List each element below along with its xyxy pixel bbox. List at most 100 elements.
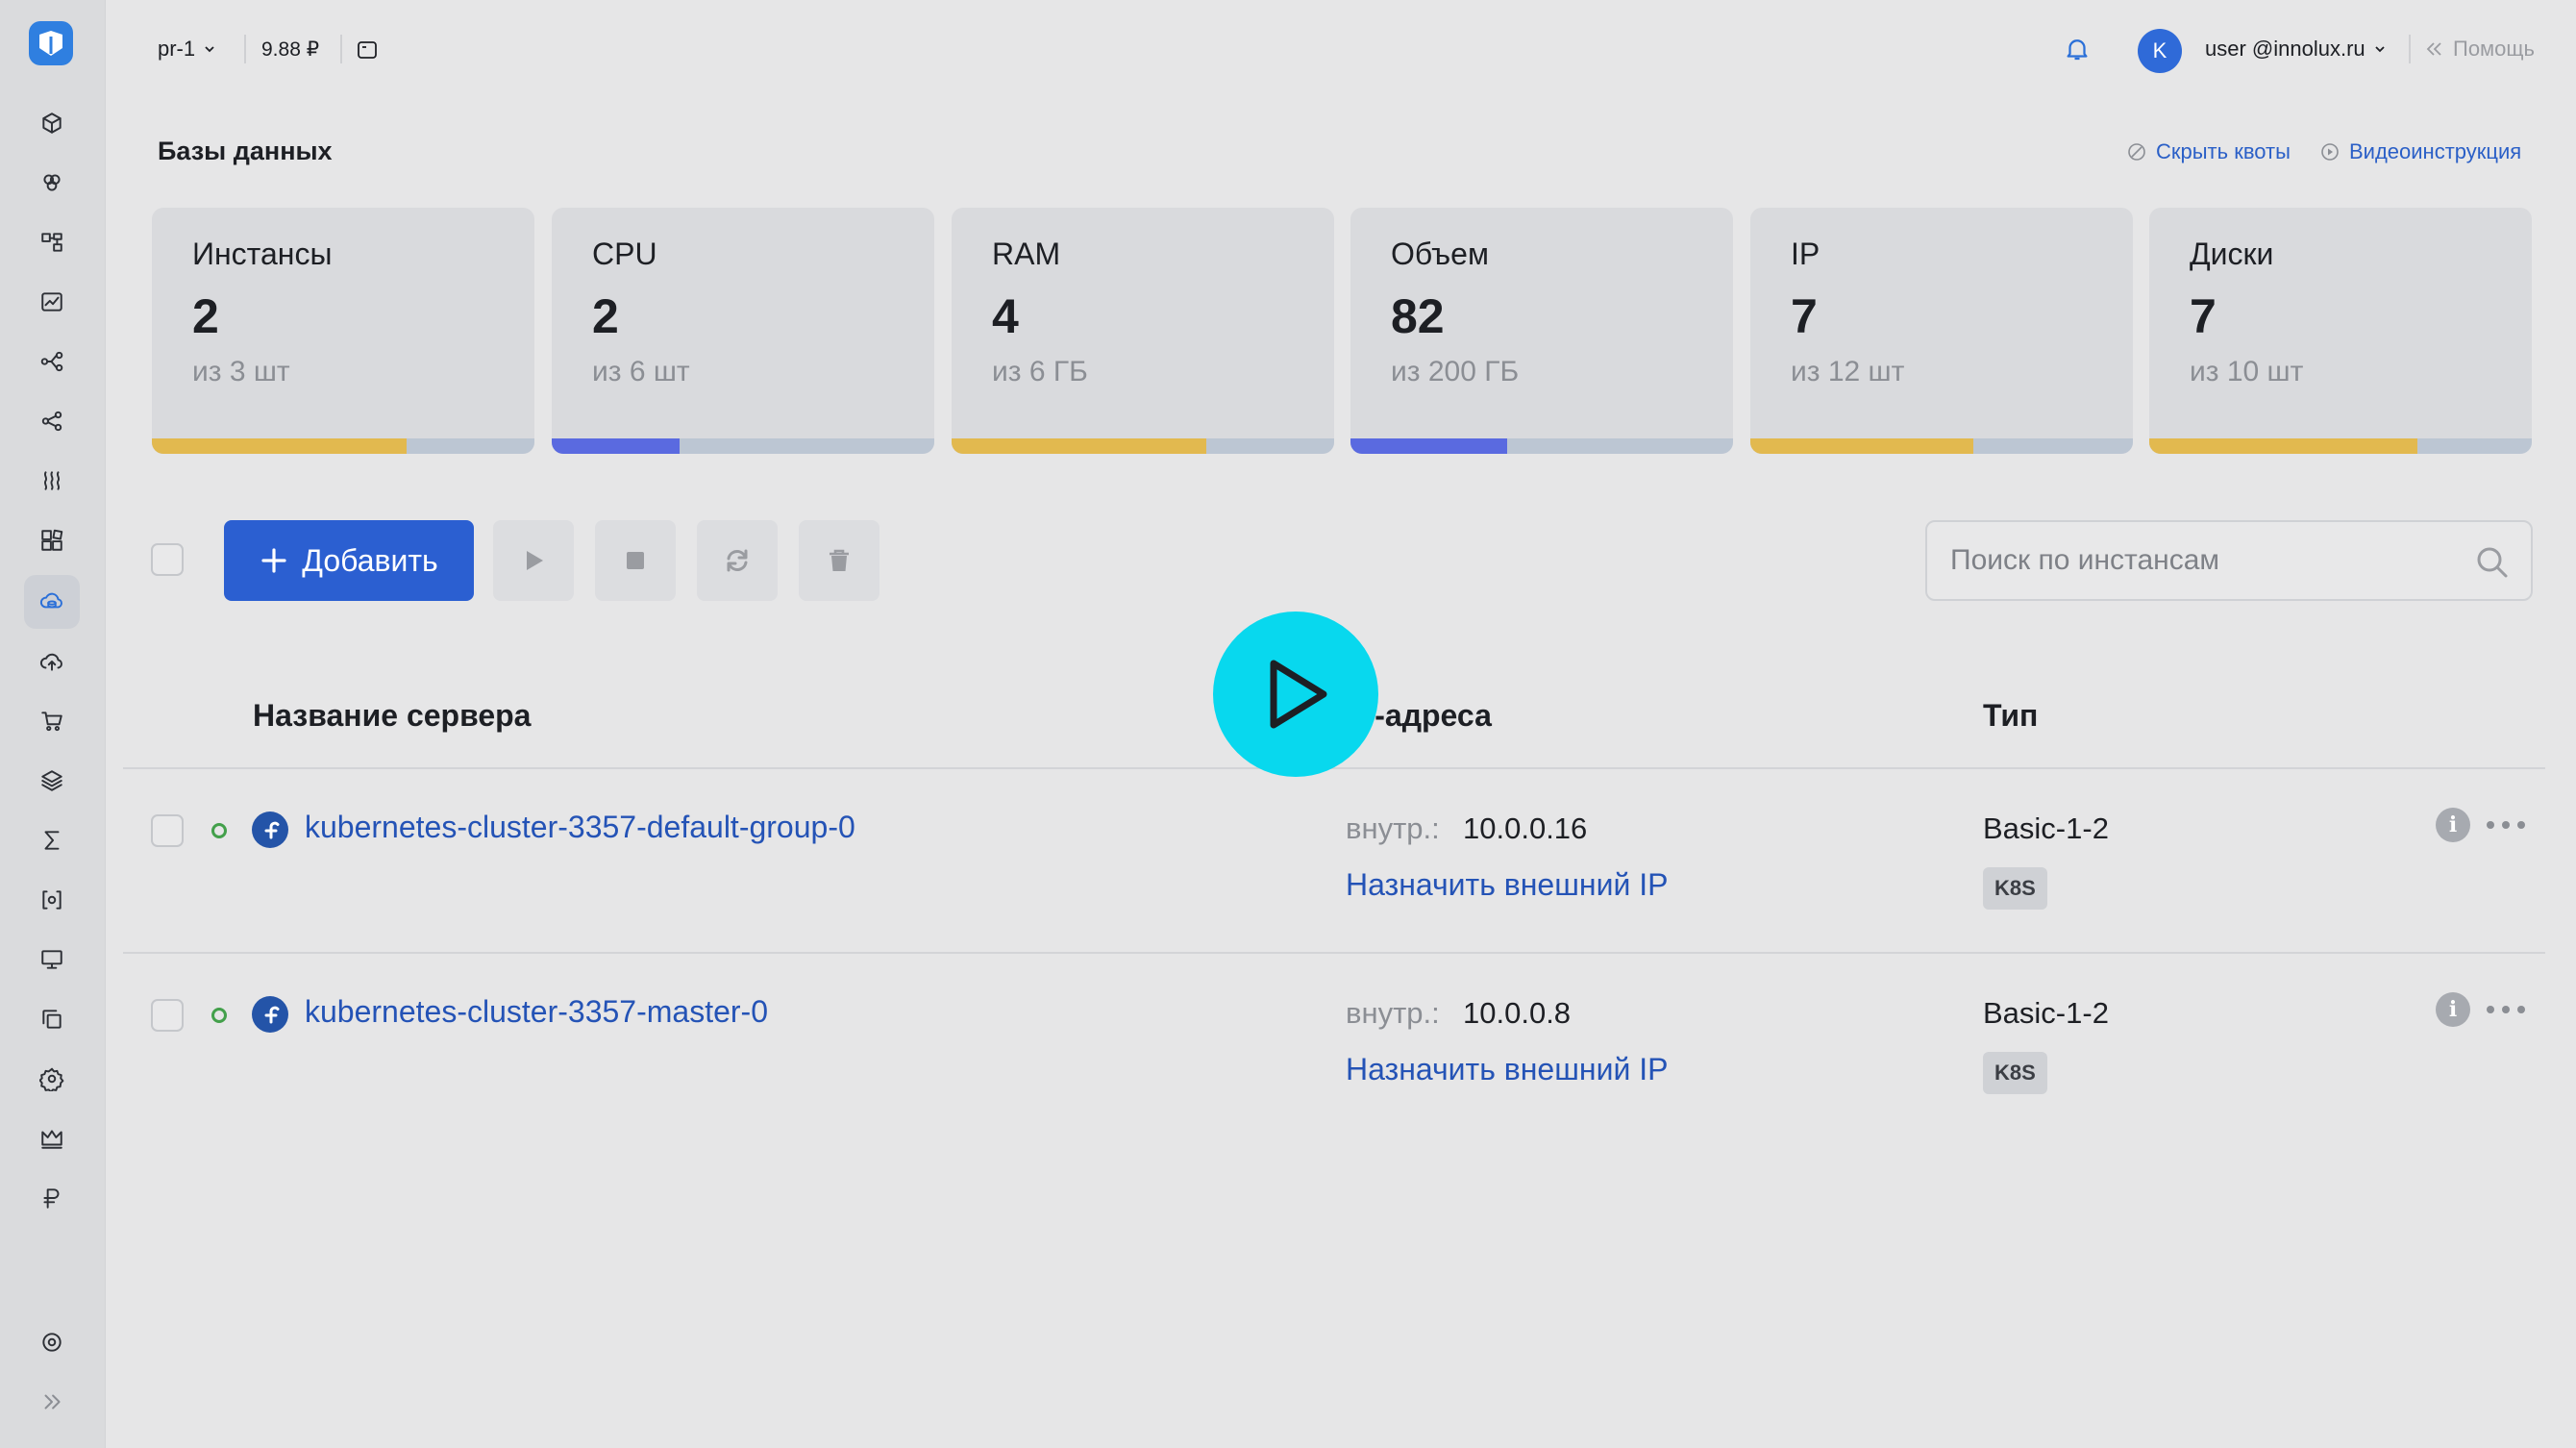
settings-gear-icon[interactable] [24,1052,80,1106]
add-instance-button[interactable]: Добавить [224,520,474,601]
marketplace-cart-icon[interactable] [24,694,80,748]
layers-icon[interactable] [24,754,80,808]
quota-label: RAM [992,237,1061,271]
settings-icon[interactable] [24,1315,80,1369]
monitor-icon[interactable] [24,933,80,986]
help-button[interactable]: Помощь [2424,37,2535,62]
more-options-icon[interactable] [2487,815,2525,835]
quota-limit: из 3 шт [192,356,290,387]
search-icon[interactable] [2475,545,2510,580]
share-flow-icon[interactable] [24,335,80,388]
restart-button[interactable] [697,520,778,601]
column-header-name[interactable]: Название сервера [253,698,532,733]
video-play-button[interactable] [1213,612,1378,777]
hide-quotas-link[interactable]: Скрыть квоты [2127,139,2291,164]
quota-card: Диски 7 из 10 шт [2149,208,2532,454]
monitoring-chart-icon[interactable] [24,275,80,329]
quota-label: CPU [592,237,657,271]
table-header-divider [123,767,2545,769]
expand-sidebar-icon[interactable] [24,1375,80,1429]
cloud-upload-icon[interactable] [24,635,80,688]
project-selector[interactable]: pr-1 [158,37,216,62]
quota-progress-bar [952,438,1334,454]
quota-card: Инстансы 2 из 3 шт [152,208,534,454]
calculator-icon[interactable] [356,38,379,62]
avatar[interactable]: K [2138,29,2182,73]
server-name-link[interactable]: kubernetes-cluster-3357-default-group-0 [305,810,855,844]
refresh-icon [727,549,748,572]
fedora-os-icon [252,996,288,1033]
search-input[interactable] [1950,541,2469,580]
instance-type: Basic-1-2 [1983,811,2109,845]
internal-ip-label: внутр.: [1346,996,1440,1030]
server-name-link[interactable]: kubernetes-cluster-3357-master-0 [305,994,768,1029]
k8s-badge: K8S [1983,867,2047,910]
ruble-icon[interactable] [24,1171,80,1225]
quota-progress-bar [152,438,534,454]
quota-progress-fill [1350,438,1508,454]
video-instruction-label: Видеоинструкция [2349,139,2522,163]
quota-label: Объем [1391,237,1489,271]
quota-progress-fill [552,438,680,454]
app-logo[interactable] [29,21,73,65]
quota-limit: из 12 шт [1791,356,1905,387]
trash-icon [830,549,849,571]
assign-external-ip-link[interactable]: Назначить внешний IP [1346,1052,1669,1086]
copy-stack-icon[interactable] [24,992,80,1046]
internal-ip-label: внутр.: [1346,811,1440,845]
chevron-down-icon [2375,46,2385,53]
crown-icon[interactable] [24,1111,80,1165]
page-title: Базы данных [158,137,333,165]
quota-progress-fill [952,438,1207,454]
row-checkbox[interactable] [151,814,184,847]
start-button[interactable] [493,520,574,601]
user-menu[interactable]: user @innolux.ru [2205,37,2387,62]
quota-progress-fill [152,438,408,454]
row-checkbox[interactable] [151,999,184,1032]
quota-progress-bar [1750,438,2133,454]
play-icon [1270,660,1327,729]
share-icon[interactable] [24,394,80,448]
search-box[interactable] [1925,520,2533,601]
instance-type: Basic-1-2 [1983,996,2109,1030]
column-header-type[interactable]: Тип [1983,698,2039,733]
info-icon[interactable]: i [2436,808,2470,842]
assign-external-ip-link[interactable]: Назначить внешний IP [1346,867,1669,902]
status-running-indicator [211,823,227,838]
k8s-badge: K8S [1983,1052,2047,1094]
database-cloud-icon[interactable] [24,575,80,629]
double-chevron-left-icon [2426,42,2441,56]
quota-value: 7 [1791,289,1818,343]
topbar: pr-1 9.88 ₽ K user @innolux.ru Помощь [106,0,2576,100]
sidebar [0,0,106,1448]
notifications-bell-icon[interactable] [2063,35,2092,63]
sigma-icon[interactable] [24,813,80,867]
quota-progress-bar [2149,438,2532,454]
quota-value: 2 [192,289,219,343]
plus-icon [261,548,286,573]
apps-grid-icon[interactable] [24,513,80,567]
brackets-icon[interactable] [24,873,80,927]
quota-limit: из 10 шт [2190,356,2304,387]
quota-progress-bar [552,438,934,454]
quota-card: RAM 4 из 6 ГБ [952,208,1334,454]
internal-ip-value: 10.0.0.16 [1463,811,1588,845]
help-label: Помощь [2453,37,2535,61]
select-all-checkbox[interactable] [151,543,184,576]
video-instruction-link[interactable]: Видеоинструкция [2320,139,2521,164]
quota-value: 4 [992,289,1019,343]
wave-lines-icon[interactable] [24,454,80,508]
stop-button[interactable] [595,520,676,601]
more-options-icon[interactable] [2487,1000,2525,1019]
play-circle-icon [2321,143,2339,161]
delete-button[interactable] [799,520,879,601]
divider [244,35,246,63]
info-icon[interactable]: i [2436,992,2470,1027]
status-running-indicator [211,1008,227,1023]
divider [2409,35,2411,63]
divider [340,35,342,63]
network-nodes-icon[interactable] [24,215,80,269]
cube-icon[interactable] [24,96,80,150]
quota-card: CPU 2 из 6 шт [552,208,934,454]
cluster-icon[interactable] [24,156,80,210]
